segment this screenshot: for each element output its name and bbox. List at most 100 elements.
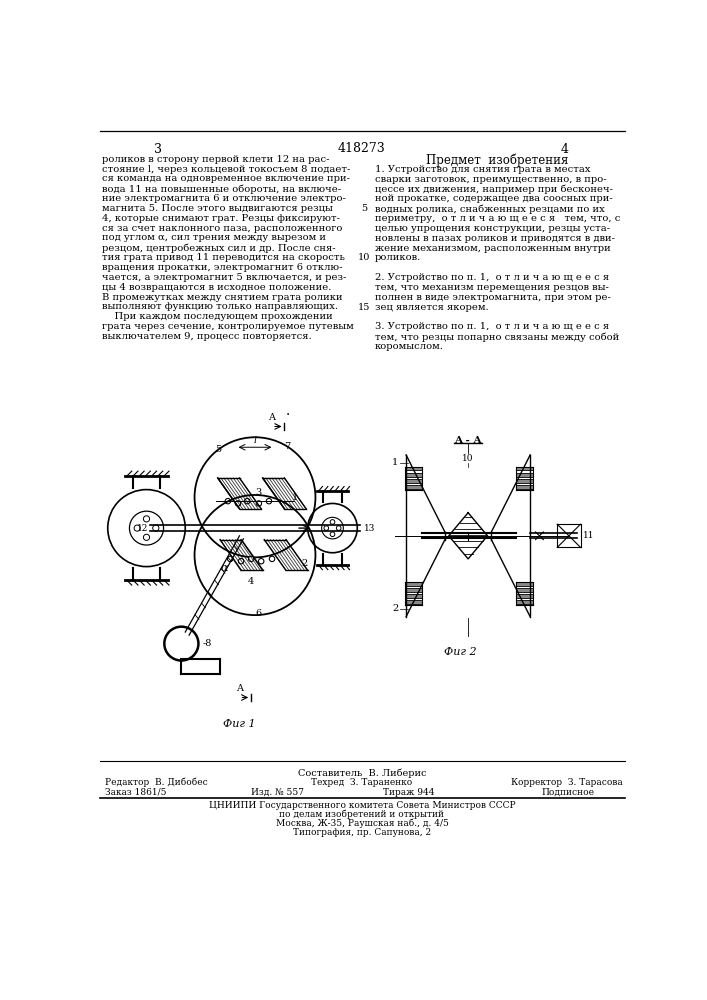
- Text: роликов в сторону первой клети 12 на рас-: роликов в сторону первой клети 12 на рас…: [103, 155, 330, 164]
- Bar: [516, 594, 533, 598]
- Text: 7: 7: [284, 442, 291, 451]
- Text: периметру,  о т л и ч а ю щ е е с я   тем, что, с: периметру, о т л и ч а ю щ е е с я тем, …: [375, 214, 621, 223]
- Text: 3: 3: [154, 143, 162, 156]
- Circle shape: [256, 501, 262, 506]
- Text: 15: 15: [358, 303, 370, 312]
- Text: Типография, пр. Сапунова, 2: Типография, пр. Сапунова, 2: [293, 828, 431, 837]
- Text: сварки заготовок, преимущественно, в про-: сварки заготовок, преимущественно, в про…: [375, 175, 607, 184]
- Text: В промежутках между снятием грата ролики: В промежутках между снятием грата ролики: [103, 293, 343, 302]
- Text: 418273: 418273: [338, 142, 386, 155]
- Bar: [404, 588, 421, 592]
- Text: 1: 1: [292, 493, 298, 502]
- Text: 10: 10: [462, 454, 474, 463]
- Text: A: A: [236, 684, 243, 693]
- Text: α: α: [221, 563, 228, 573]
- Text: магнита 5. После этого выдвигаются резцы: магнита 5. После этого выдвигаются резцы: [103, 204, 333, 213]
- Text: вода 11 на повышенные обороты, на включе-: вода 11 на повышенные обороты, на включе…: [103, 184, 341, 194]
- Text: 4: 4: [561, 143, 569, 156]
- Text: 11: 11: [583, 531, 595, 540]
- Text: по делам изобретений и открытий: по делам изобретений и открытий: [279, 810, 445, 819]
- Bar: [404, 600, 421, 604]
- Text: полнен в виде электромагнита, при этом ре-: полнен в виде электромагнита, при этом р…: [375, 293, 611, 302]
- Text: роликов.: роликов.: [375, 253, 421, 262]
- Circle shape: [228, 556, 233, 562]
- Bar: [516, 485, 533, 489]
- Bar: [404, 582, 421, 586]
- Bar: [516, 600, 533, 604]
- Text: ся команда на одновременное включение при-: ся команда на одновременное включение пр…: [103, 174, 351, 183]
- Text: ние электромагнита 6 и отключение электро-: ние электромагнита 6 и отключение электр…: [103, 194, 346, 203]
- Bar: [516, 466, 533, 470]
- Bar: [516, 473, 533, 477]
- Circle shape: [267, 498, 271, 504]
- Text: Корректор  З. Тарасова: Корректор З. Тарасова: [511, 778, 623, 787]
- Text: ной прокатке, содержащее два соосных при-: ной прокатке, содержащее два соосных при…: [375, 194, 613, 203]
- Text: ·: ·: [286, 408, 290, 422]
- Text: выключателем 9, процесс повторяется.: выключателем 9, процесс повторяется.: [103, 332, 312, 341]
- Text: 6: 6: [256, 609, 262, 618]
- Text: тем, что резцы попарно связаны между собой: тем, что резцы попарно связаны между соб…: [375, 332, 619, 342]
- Text: -8: -8: [202, 639, 211, 648]
- Text: 1. Устройство для снятия грата в местах: 1. Устройство для снятия грата в местах: [375, 165, 590, 174]
- Circle shape: [238, 559, 244, 564]
- Text: 5: 5: [361, 204, 368, 213]
- Text: коромыслом.: коромыслом.: [375, 342, 444, 351]
- Text: Фиг 1: Фиг 1: [223, 719, 256, 729]
- Circle shape: [269, 556, 275, 562]
- Text: цессе их движения, например при бесконеч-: цессе их движения, например при бесконеч…: [375, 184, 613, 194]
- Text: чается, а электромагнит 5 включается, и рез-: чается, а электромагнит 5 включается, и …: [103, 273, 346, 282]
- Text: A: A: [269, 413, 276, 422]
- Text: Предмет  изобретения: Предмет изобретения: [426, 153, 568, 167]
- Text: целью упрощения конструкции, резцы уста-: целью упрощения конструкции, резцы уста-: [375, 224, 610, 233]
- Text: зец является якорем.: зец является якорем.: [375, 303, 489, 312]
- Text: грата через сечение, контролируемое путевым: грата через сечение, контролируемое путе…: [103, 322, 354, 331]
- Text: 3: 3: [256, 488, 262, 497]
- Text: При каждом последующем прохождении: При каждом последующем прохождении: [103, 312, 333, 321]
- Text: ся за счет наклонного паза, расположенного: ся за счет наклонного паза, расположенно…: [103, 224, 343, 233]
- Text: новлены в пазах роликов и приводятся в дви-: новлены в пазах роликов и приводятся в д…: [375, 234, 615, 243]
- Text: Фиг 2: Фиг 2: [444, 647, 477, 657]
- Text: 4: 4: [248, 577, 255, 586]
- Text: 1: 1: [392, 458, 398, 467]
- Text: Техред  З. Тараненко: Техред З. Тараненко: [311, 778, 413, 787]
- Text: выполняют функцию только направляющих.: выполняют функцию только направляющих.: [103, 302, 339, 311]
- Bar: [404, 466, 421, 470]
- Text: 4, которые снимают грат. Резцы фиксируют-: 4, которые снимают грат. Резцы фиксируют…: [103, 214, 340, 223]
- Text: l: l: [253, 436, 257, 445]
- Text: 12: 12: [137, 524, 148, 533]
- Text: резцом, центробежных сил и др. После сня-: резцом, центробежных сил и др. После сня…: [103, 243, 336, 253]
- Text: жение механизмом, расположенным внутри: жение механизмом, расположенным внутри: [375, 244, 611, 253]
- Circle shape: [245, 498, 250, 504]
- Text: A - A: A - A: [455, 436, 482, 445]
- Bar: [404, 594, 421, 598]
- Text: Редактор  В. Дибобес: Редактор В. Дибобес: [105, 778, 208, 787]
- Bar: [516, 479, 533, 483]
- Text: 2. Устройство по п. 1,  о т л и ч а ю щ е е с я: 2. Устройство по п. 1, о т л и ч а ю щ е…: [375, 273, 609, 282]
- Bar: [516, 582, 533, 586]
- Text: Тираж 944: Тираж 944: [383, 788, 434, 797]
- Text: 3. Устройство по п. 1,  о т л и ч а ю щ е е с я: 3. Устройство по п. 1, о т л и ч а ю щ е…: [375, 322, 609, 331]
- Text: тем, что механизм перемещения резцов вы-: тем, что механизм перемещения резцов вы-: [375, 283, 609, 292]
- Bar: [404, 479, 421, 483]
- Text: тия грата привод 11 переводится на скорость: тия грата привод 11 переводится на скоро…: [103, 253, 345, 262]
- Text: Изд. № 557: Изд. № 557: [251, 788, 304, 797]
- Text: стояние l, через кольцевой токосъем 8 подает-: стояние l, через кольцевой токосъем 8 по…: [103, 165, 351, 174]
- Bar: [404, 473, 421, 477]
- Text: Подписное: Подписное: [542, 788, 595, 797]
- Text: Заказ 1861/5: Заказ 1861/5: [105, 788, 167, 797]
- Text: вращения прокатки, электромагнит 6 отклю-: вращения прокатки, электромагнит 6 отклю…: [103, 263, 343, 272]
- Circle shape: [259, 559, 264, 564]
- Text: Москва, Ж-35, Раушская наб., д. 4/5: Москва, Ж-35, Раушская наб., д. 4/5: [276, 818, 448, 828]
- Text: цы 4 возвращаются в исходное положение.: цы 4 возвращаются в исходное положение.: [103, 283, 332, 292]
- Text: 2: 2: [301, 559, 308, 568]
- Text: водных ролика, снабженных резцами по их: водных ролика, снабженных резцами по их: [375, 204, 605, 214]
- Bar: [404, 485, 421, 489]
- Bar: [516, 588, 533, 592]
- Circle shape: [225, 498, 230, 504]
- Text: 10: 10: [358, 253, 370, 262]
- Text: Составитель  В. Либерис: Составитель В. Либерис: [298, 768, 426, 778]
- Text: ЦНИИПИ Государственного комитета Совета Министров СССР: ЦНИИПИ Государственного комитета Совета …: [209, 801, 515, 810]
- Text: 5: 5: [215, 445, 221, 454]
- Text: 2: 2: [392, 604, 398, 613]
- Circle shape: [235, 501, 240, 506]
